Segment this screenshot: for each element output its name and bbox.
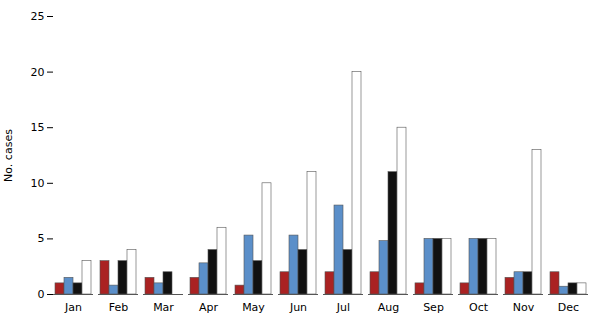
svg-text:Dec: Dec (558, 301, 579, 314)
svg-text:0: 0 (38, 288, 45, 301)
svg-text:Aug: Aug (378, 301, 399, 314)
svg-text:Nov: Nov (513, 301, 535, 314)
svg-text:Feb: Feb (109, 301, 128, 314)
svg-text:Apr: Apr (199, 301, 219, 314)
svg-text:Oct: Oct (469, 301, 489, 314)
svg-text:20: 20 (31, 66, 45, 79)
svg-text:Jan: Jan (64, 301, 82, 314)
svg-text:Sep: Sep (423, 301, 444, 314)
svg-text:No. cases: No. cases (2, 129, 15, 182)
svg-text:May: May (242, 301, 265, 314)
svg-text:10: 10 (31, 177, 45, 190)
svg-text:Jul: Jul (336, 301, 350, 314)
svg-text:Jun: Jun (289, 301, 307, 314)
svg-text:25: 25 (31, 10, 45, 23)
svg-text:5: 5 (38, 232, 45, 245)
svg-text:15: 15 (31, 121, 45, 134)
svg-text:Mar: Mar (153, 301, 174, 314)
